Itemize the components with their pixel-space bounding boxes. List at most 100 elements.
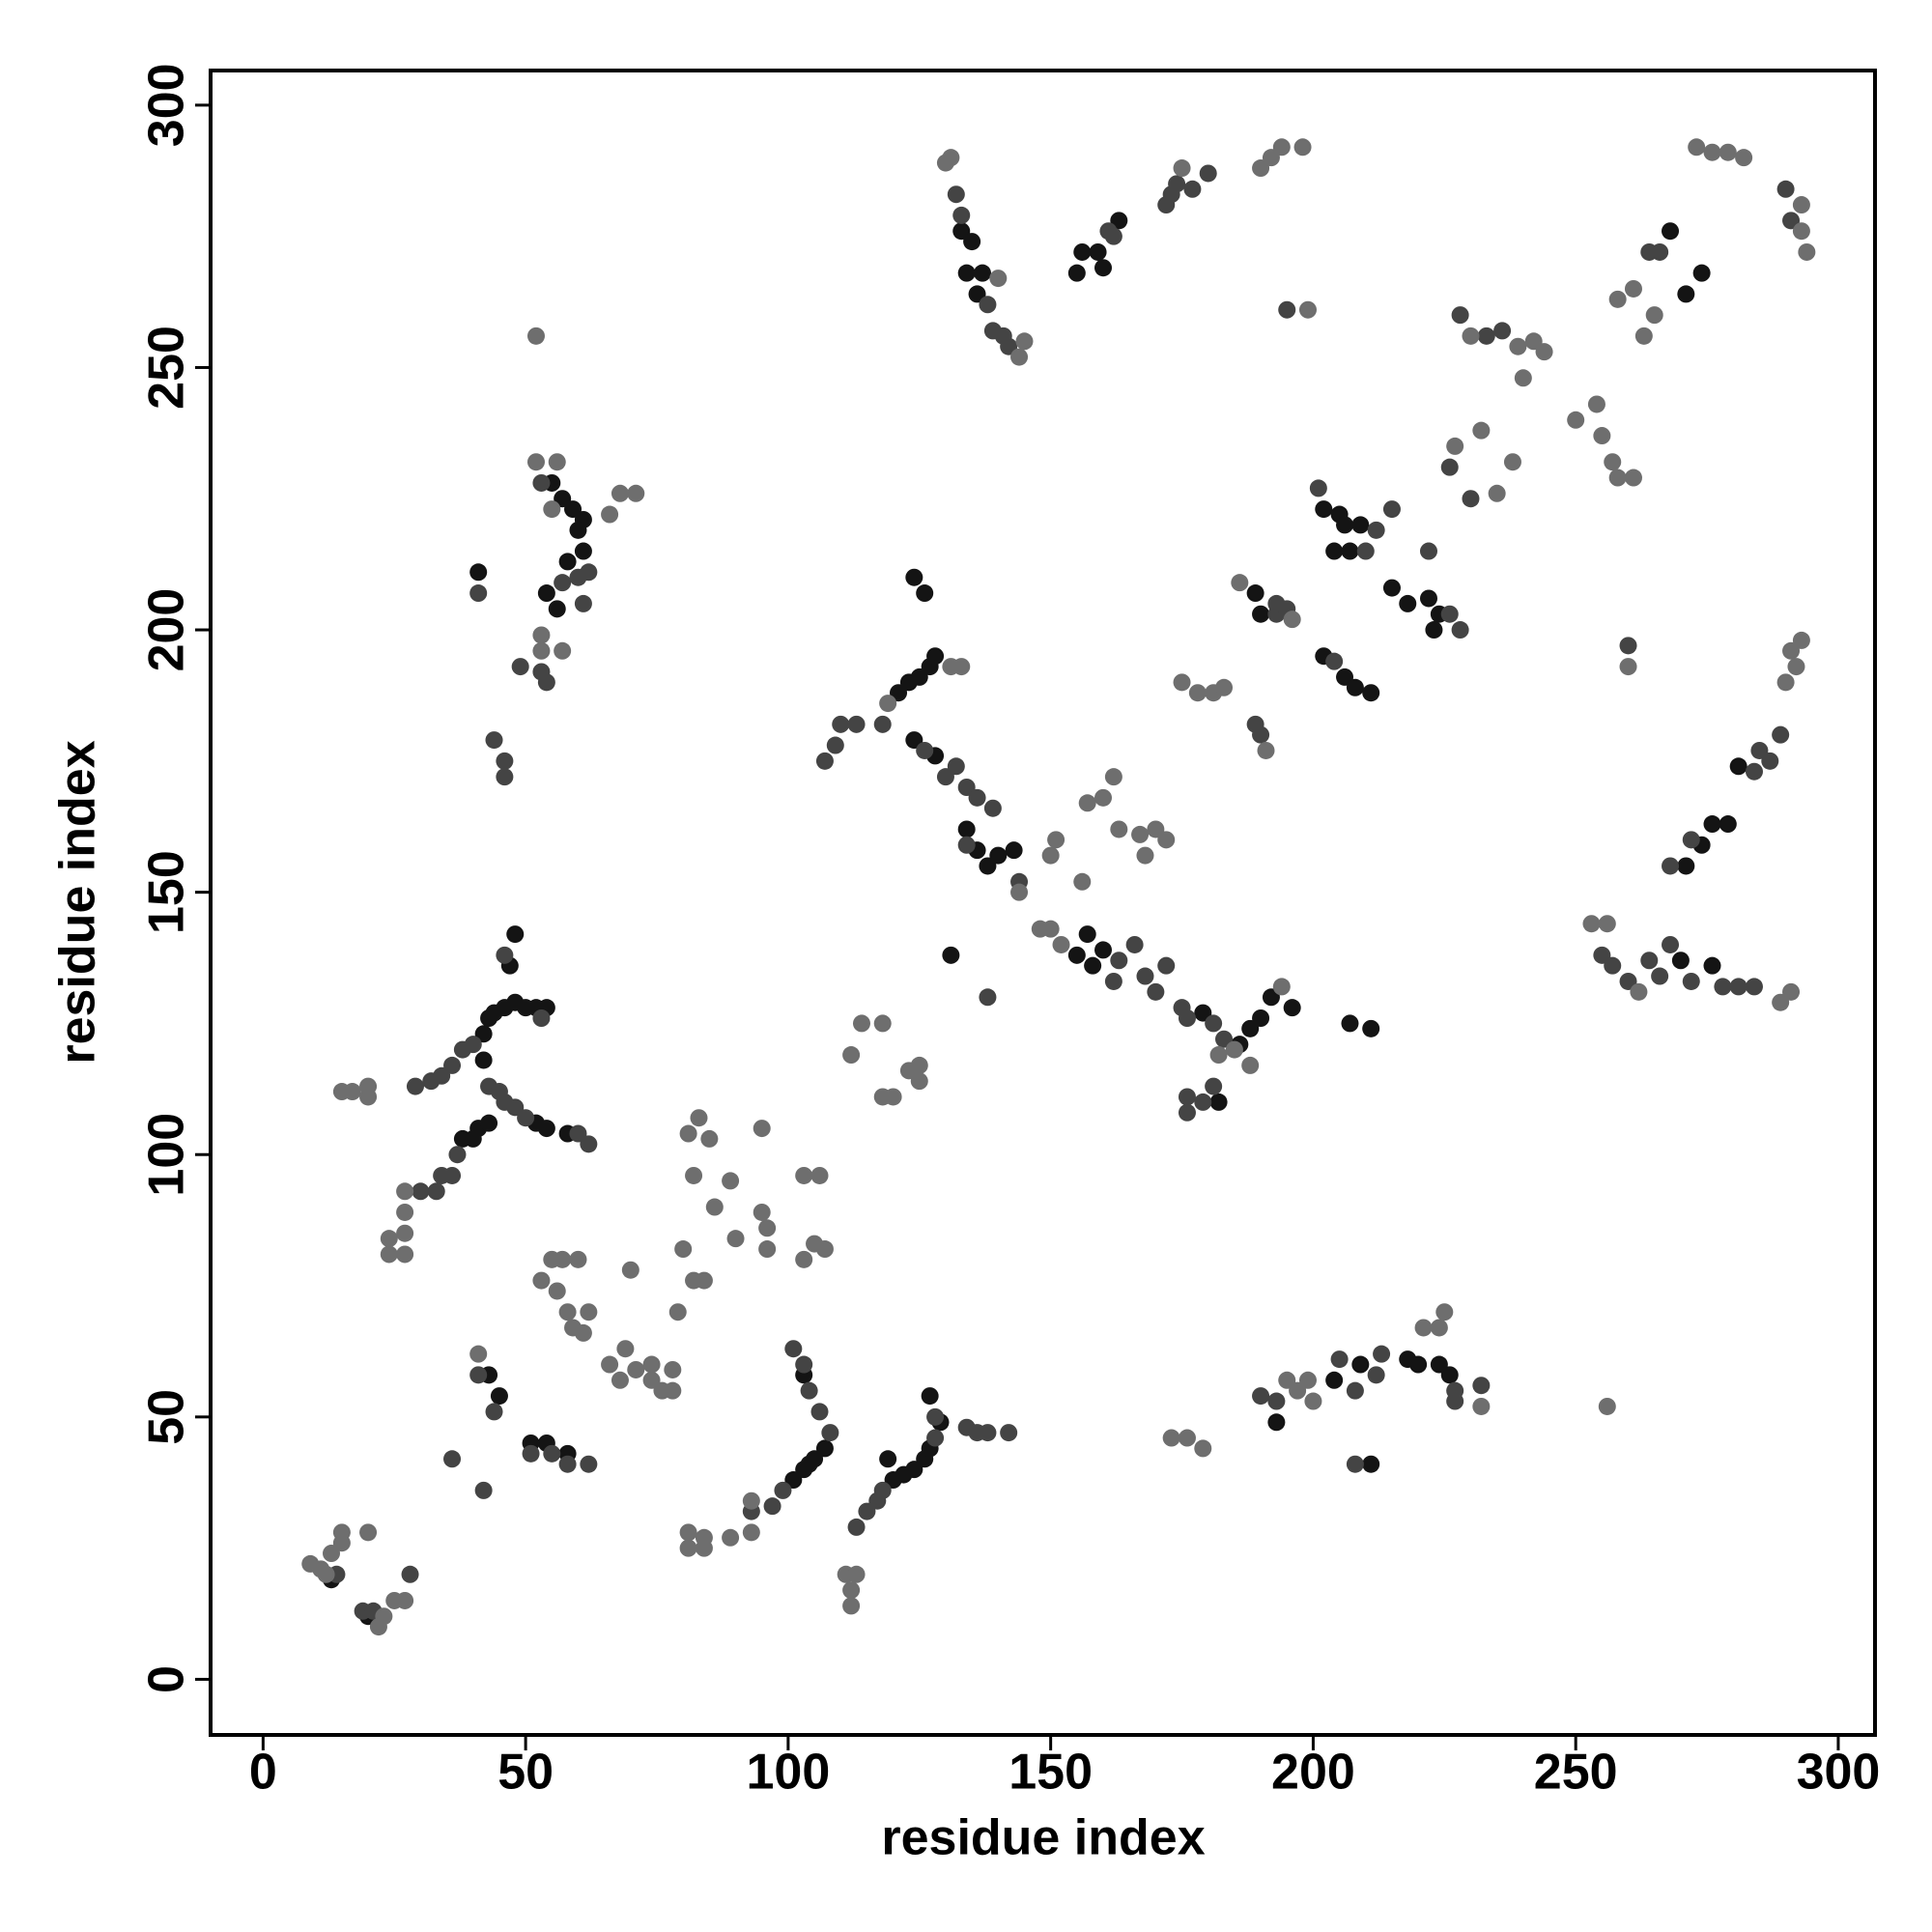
point [742, 1523, 760, 1542]
point [1252, 605, 1270, 623]
point [952, 222, 971, 241]
point [1662, 222, 1680, 241]
point [548, 453, 566, 471]
point [806, 1450, 824, 1468]
point [1084, 956, 1102, 975]
point [1309, 479, 1327, 497]
point [1272, 978, 1291, 996]
point [1078, 925, 1096, 944]
point [1252, 159, 1270, 178]
point [826, 736, 844, 754]
point [1209, 1093, 1228, 1111]
point [926, 647, 945, 666]
point [1776, 673, 1795, 692]
point [942, 946, 960, 964]
point [1178, 1429, 1196, 1447]
point [526, 453, 545, 471]
point [1630, 982, 1648, 1001]
point [1472, 1397, 1491, 1415]
point [1608, 469, 1627, 487]
point [1078, 794, 1096, 812]
point [1272, 138, 1291, 156]
point [910, 1056, 928, 1074]
point [722, 1528, 740, 1547]
point [847, 1518, 866, 1536]
point [674, 1240, 693, 1259]
point [1330, 1350, 1349, 1369]
point [1073, 872, 1092, 891]
point [1446, 437, 1464, 455]
point [973, 264, 991, 282]
plot-frame [209, 69, 1877, 1737]
x-tick-label: 300 [1797, 1745, 1881, 1801]
point [496, 946, 514, 964]
point [522, 1444, 540, 1463]
point [532, 641, 551, 660]
point [1257, 741, 1275, 759]
point [1131, 825, 1150, 843]
point [784, 1340, 803, 1358]
point [375, 1607, 393, 1626]
point [1692, 264, 1711, 282]
point [537, 673, 555, 692]
point [1430, 1319, 1448, 1337]
point [1440, 1366, 1459, 1384]
point [1225, 1040, 1243, 1059]
point [815, 1240, 834, 1259]
point [1493, 322, 1512, 340]
point [1094, 259, 1113, 277]
point [1283, 611, 1301, 629]
point [1252, 1387, 1270, 1406]
point [1231, 574, 1249, 592]
point [1000, 1424, 1018, 1442]
point [1041, 920, 1060, 938]
point [1298, 1371, 1317, 1389]
point [1252, 725, 1270, 744]
point [753, 1203, 771, 1221]
point [537, 584, 555, 603]
point [1073, 242, 1092, 261]
point [795, 1250, 813, 1268]
point [1593, 427, 1611, 445]
point [1477, 327, 1495, 345]
point [464, 1036, 482, 1054]
point [343, 1083, 361, 1101]
point [664, 1360, 682, 1378]
point [1524, 332, 1543, 351]
point [548, 1282, 566, 1300]
point [664, 1381, 682, 1400]
point [1619, 658, 1637, 676]
point [873, 1014, 892, 1033]
point [695, 1271, 713, 1290]
point [1703, 143, 1721, 161]
point [1110, 952, 1128, 970]
point [695, 1528, 713, 1547]
point [496, 768, 514, 786]
point [1703, 815, 1721, 834]
point [532, 473, 551, 492]
point [1157, 831, 1176, 849]
point [1604, 956, 1622, 975]
point [879, 1450, 897, 1468]
point [323, 1545, 341, 1563]
point [957, 264, 976, 282]
point [921, 1387, 939, 1406]
point [989, 270, 1008, 288]
point [317, 1565, 335, 1583]
point [1446, 1392, 1464, 1410]
point [517, 1109, 535, 1127]
point [1640, 952, 1659, 970]
point [852, 1014, 870, 1033]
point [1735, 149, 1753, 167]
point [1194, 1004, 1212, 1022]
point [1278, 300, 1296, 319]
point [1587, 395, 1605, 413]
point [443, 1450, 462, 1468]
point [554, 490, 572, 508]
point [1362, 684, 1380, 702]
point [611, 1371, 629, 1389]
y-tick-label: 150 [139, 850, 195, 934]
point [726, 1230, 745, 1248]
point [1593, 946, 1611, 964]
point [795, 1166, 813, 1184]
